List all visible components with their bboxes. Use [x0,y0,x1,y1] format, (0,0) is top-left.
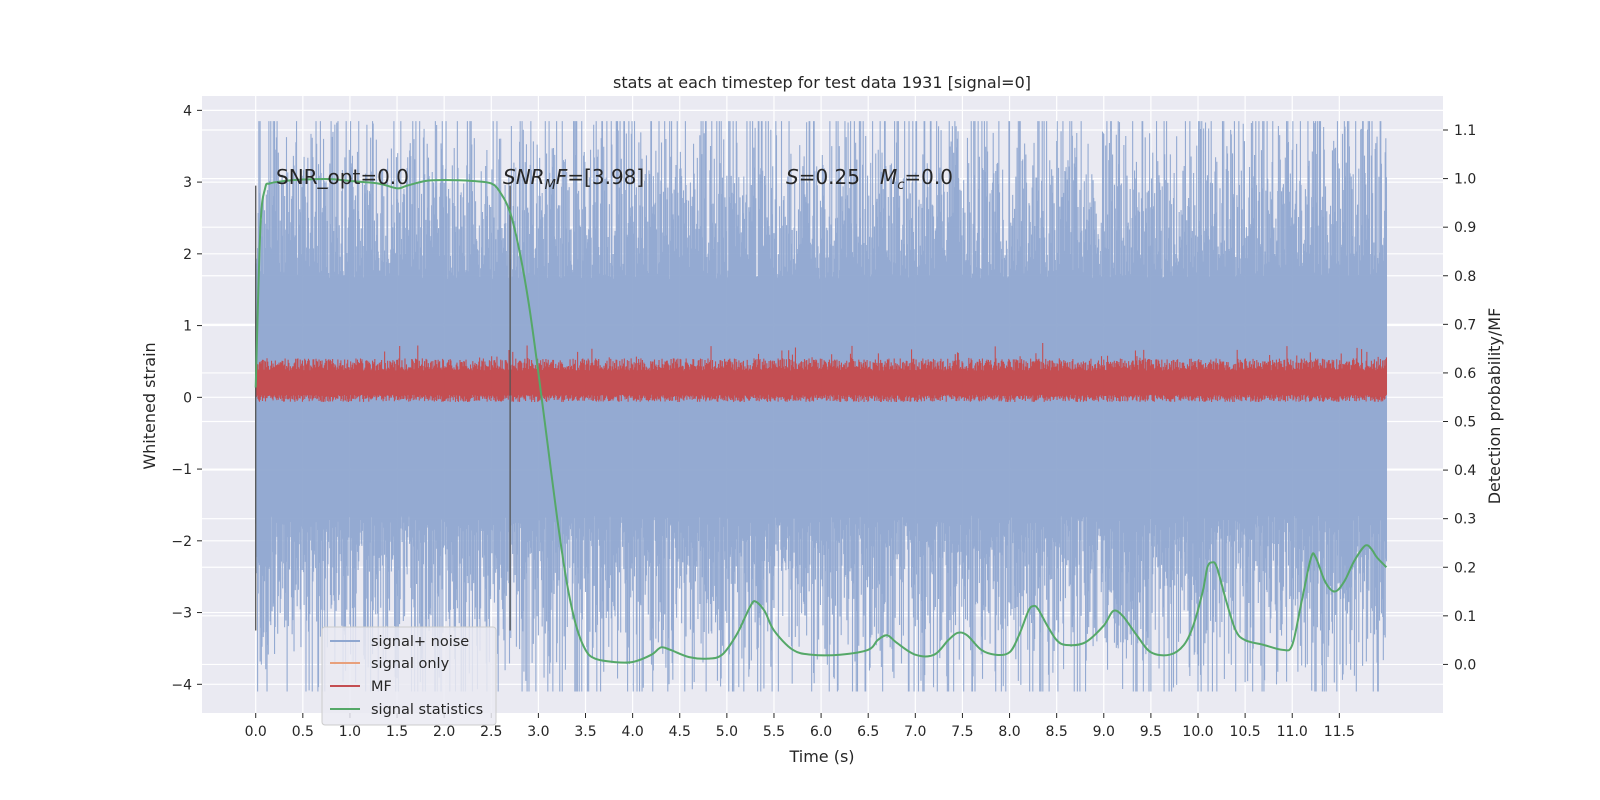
y-tick-label-8: 4 [183,103,192,119]
x-tick-label-22: 11.0 [1277,724,1308,740]
y2-tick-label-5: 0.5 [1454,415,1476,431]
y-tick-label-3: −1 [171,462,192,478]
x-tick-label-0: 0.0 [245,724,267,740]
y-tick-label-5: 1 [183,319,192,335]
tick-layer: 0.0 0.5 1.0 1.5 2.0 2.5 3.0 3.5 4.0 4.5 5.0 5.5 6.0 6… [171,103,1476,740]
x-tick-label-5: 2.5 [480,724,502,740]
signal-statistics-series [254,178,1388,664]
signal-statistics-line [254,178,1388,664]
y2-tick-label-11: 1.1 [1454,123,1476,139]
x-tick-label-14: 7.0 [904,724,926,740]
x-tick-label-11: 5.5 [763,724,785,740]
y2-tick-label-10: 1.0 [1454,172,1476,188]
x-tick-label-21: 10.5 [1230,724,1261,740]
x-tick-label-4: 2.0 [433,724,455,740]
x-tick-label-1: 0.5 [292,724,314,740]
y2-tick-label-2: 0.2 [1454,560,1476,576]
y2-tick-label-1: 0.1 [1454,609,1476,625]
annotation-snr-mf-label2: F [556,165,568,189]
annotation-mc: Mc=0.0 [880,165,953,193]
annotation-snr-opt: SNR_opt=0.0 [276,165,409,189]
x-tick-label-10: 5.0 [716,724,738,740]
legend-label-signal-noise: signal+ noise [371,634,469,650]
y2-tick-label-3: 0.3 [1454,512,1476,528]
x-tick-label-19: 9.5 [1140,724,1162,740]
x-tick-label-18: 9.0 [1093,724,1115,740]
x-tick-label-12: 6.0 [810,724,832,740]
y-tick-label-7: 3 [183,175,192,191]
chart-title: stats at each timestep for test data 193… [613,73,1031,92]
annotation-s: S=0.25 [786,165,860,189]
annotation-s-value: =0.25 [799,165,860,189]
annotation-snr-mf-label: SNR [503,165,545,189]
y-axis-label: Whitened strain [140,342,159,469]
x-tick-label-9: 4.5 [669,724,691,740]
vertical-markers [255,185,511,631]
y2-tick-label-7: 0.7 [1454,317,1476,333]
annotation-s-label: S [786,165,799,189]
y-tick-label-0: −4 [171,677,192,693]
annotation-mc-value: =0.0 [904,165,953,189]
y-tick-label-4: 0 [183,390,192,406]
annotation-snr-mf-value: =[3.98] [567,165,644,189]
legend-label-mf: MF [371,679,392,695]
annotation-mc-label: M [880,165,897,189]
x-tick-label-13: 6.5 [857,724,879,740]
annotation-snr-mf: SNRMF=[3.98] [503,165,644,193]
y2-axis-label: Detection probability/MF [1485,308,1504,505]
annotation-mc-sub: c [897,178,904,193]
y2-tick-label-8: 0.8 [1454,269,1476,285]
y2-tick-label-6: 0.6 [1454,366,1476,382]
x-tick-label-23: 11.5 [1324,724,1355,740]
x-tick-label-6: 3.0 [527,724,549,740]
y2-tick-label-9: 0.9 [1454,220,1476,236]
legend-box [321,626,497,726]
legend-label-signal-statistics: signal statistics [371,702,483,718]
legend-label-signal-only: signal only [371,656,450,672]
x-tick-label-3: 1.5 [386,724,408,740]
x-tick-label-17: 8.5 [1046,724,1068,740]
x-tick-label-16: 8.0 [998,724,1020,740]
y2-tick-label-4: 0.4 [1454,463,1476,479]
x-axis-label: Time (s) [788,747,854,766]
x-tick-label-15: 7.5 [951,724,973,740]
x-tick-label-7: 3.5 [574,724,596,740]
y2-tick-label-0: 0.0 [1454,657,1476,673]
y-tick-label-6: 2 [183,247,192,263]
y-tick-label-1: −3 [171,606,192,622]
y-tick-label-2: −2 [171,534,192,550]
legend: signal+ noise signal only MF signal stat… [321,626,497,726]
x-tick-label-8: 4.0 [621,724,643,740]
x-tick-label-20: 10.0 [1182,724,1213,740]
x-tick-label-2: 1.0 [339,724,361,740]
annotation-snr-mf-sub: M [545,178,556,193]
